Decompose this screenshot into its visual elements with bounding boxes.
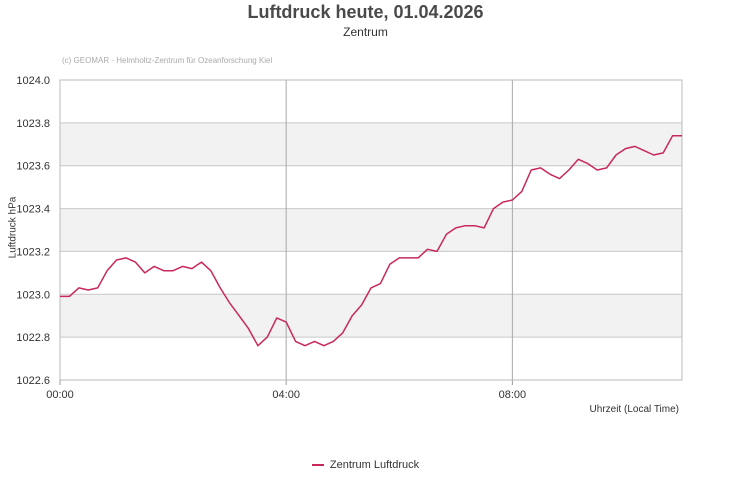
plot-band [60, 208, 682, 252]
x-axis-label: Uhrzeit (Local Time) [589, 404, 679, 415]
chart-subtitle: Zentrum [343, 25, 388, 39]
x-tick-label: 04:00 [272, 389, 300, 401]
x-tick-label: 00:00 [46, 389, 74, 401]
y-tick-label: 1022.8 [16, 332, 50, 344]
y-tick-label: 1024.0 [16, 75, 50, 87]
y-tick-label: 1023.4 [16, 204, 50, 216]
series-line [60, 134, 682, 347]
y-tick-label: 1022.6 [16, 375, 50, 387]
legend-swatch [311, 464, 324, 467]
plot-band [60, 122, 682, 166]
legend[interactable]: Zentrum Luftdruck [0, 459, 731, 471]
y-tick-label: 1023.0 [16, 289, 50, 301]
chart-title: Luftdruck heute, 01.04.2026 [247, 2, 484, 22]
plot-frame [59, 79, 683, 381]
plot-band [60, 294, 682, 338]
x-tick-label: 08:00 [499, 389, 527, 401]
y-tick-label: 1023.2 [16, 246, 50, 258]
legend-label: Zentrum Luftdruck [329, 459, 420, 471]
y-tick-label: 1023.8 [16, 118, 50, 130]
y-tick-label: 1023.6 [16, 161, 50, 173]
chart-credit: (c) GEOMAR - Helmholtz-Zentrum für Ozean… [62, 56, 273, 65]
